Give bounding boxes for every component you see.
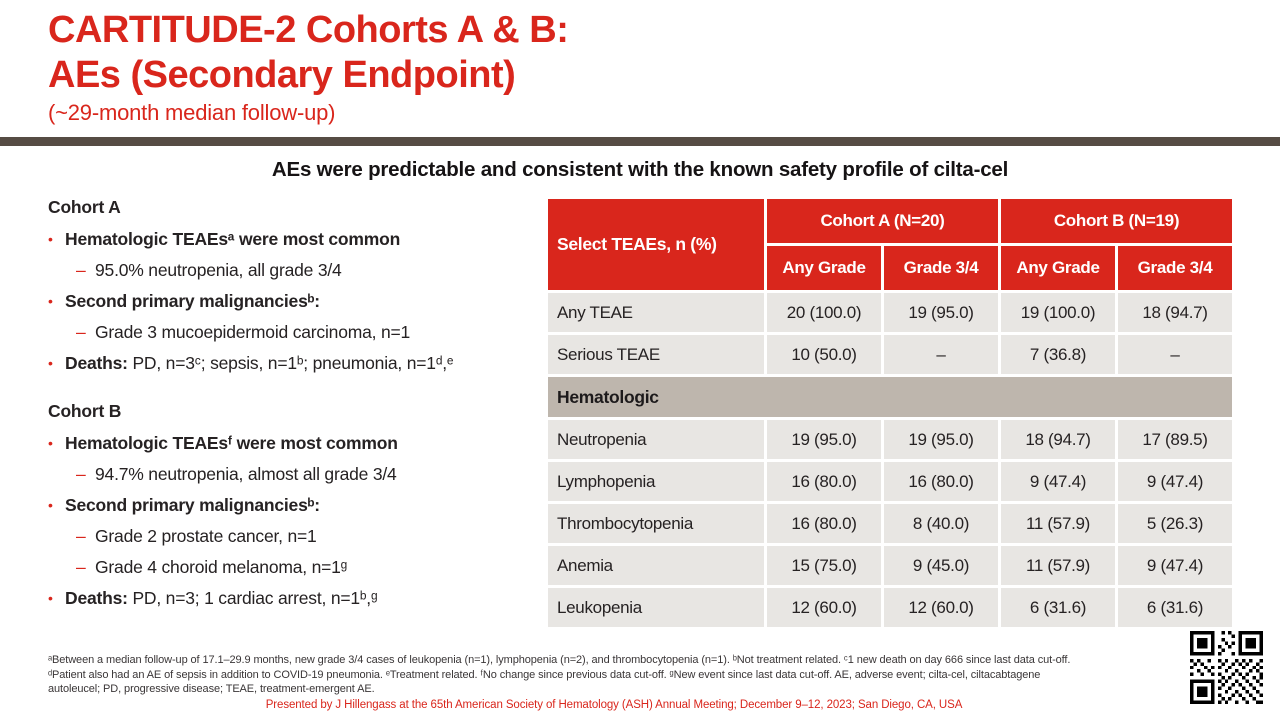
footnotes: ᵃBetween a median follow-up of 17.1–29.9…: [48, 653, 1180, 697]
ae-table: Select TEAEs, n (%) Cohort A (N=20) Coho…: [548, 199, 1232, 627]
table-cell: 16 (80.0): [767, 504, 881, 543]
bullet-text: Deaths: PD, n=3ᶜ; sepsis, n=1ᵇ; pneumoni…: [65, 353, 454, 373]
table-cell: 9 (45.0): [884, 546, 998, 585]
qr-code-icon: [1190, 631, 1263, 704]
table-cell: 11 (57.9): [1001, 504, 1115, 543]
header-divider-bar: [0, 137, 1280, 146]
sub-bullet-item: – Grade 4 choroid melanoma, n=1ᵍ: [76, 557, 553, 578]
table-cell: 9 (47.4): [1118, 462, 1232, 501]
table-cell: 15 (75.0): [767, 546, 881, 585]
table-cell: 17 (89.5): [1118, 420, 1232, 459]
table-cell: 11 (57.9): [1001, 546, 1115, 585]
table-cell: 12 (60.0): [767, 588, 881, 627]
bullet-item: • Hematologic TEAEsᵃ were most common: [48, 229, 553, 250]
table-cell: 19 (95.0): [884, 420, 998, 459]
cohort-b-block: Cohort B • Hematologic TEAEsᶠ were most …: [48, 401, 553, 609]
dash-icon: –: [76, 526, 86, 546]
table-cell: –: [1118, 335, 1232, 374]
presentation-credit: Presented by J Hillengass at the 65th Am…: [265, 699, 963, 711]
dash-icon: –: [76, 557, 86, 577]
table-cell: –: [884, 335, 998, 374]
bullet-item: • Second primary malignanciesᵇ:: [48, 291, 553, 312]
sub-bullet-item: – Grade 3 mucoepidermoid carcinoma, n=1: [76, 322, 553, 343]
table-cell: 8 (40.0): [884, 504, 998, 543]
slide-subtitle: (~29-month median follow-up): [48, 100, 336, 125]
dash-icon: –: [76, 260, 86, 280]
table-cell: 19 (95.0): [884, 293, 998, 332]
cohort-a-block: Cohort A • Hematologic TEAEsᵃ were most …: [48, 197, 553, 374]
bullet-item: • Deaths: PD, n=3; 1 cardiac arrest, n=1…: [48, 588, 553, 609]
bullet-icon: •: [48, 497, 53, 513]
table-cell: 18 (94.7): [1118, 293, 1232, 332]
table-cell: 18 (94.7): [1001, 420, 1115, 459]
sub-bullet-item: – 95.0% neutropenia, all grade 3/4: [76, 260, 553, 281]
cohort-a-heading: Cohort A: [48, 197, 121, 217]
table-section-header: Hematologic: [548, 377, 1232, 417]
sub-bullet-text: 95.0% neutropenia, all grade 3/4: [95, 260, 342, 280]
table-group-header-cohort-a: Cohort A (N=20): [767, 199, 998, 243]
table-cell: 7 (36.8): [1001, 335, 1115, 374]
table-cell: 5 (26.3): [1118, 504, 1232, 543]
table-cell: 9 (47.4): [1001, 462, 1115, 501]
cohort-b-heading: Cohort B: [48, 401, 122, 421]
bullet-item: • Hematologic TEAEsᶠ were most common: [48, 433, 553, 454]
bullet-text: Deaths: PD, n=3; 1 cardiac arrest, n=1ᵇ,…: [65, 588, 378, 608]
slide-title-line1: CARTITUDE-2 Cohorts A & B:: [48, 9, 569, 51]
bullet-text: Second primary malignanciesᵇ:: [65, 291, 320, 311]
table-subheader: Any Grade: [767, 246, 881, 290]
table-subheader: Grade 3/4: [884, 246, 998, 290]
sub-bullet-item: – 94.7% neutropenia, almost all grade 3/…: [76, 464, 553, 485]
sub-bullet-text: Grade 3 mucoepidermoid carcinoma, n=1: [95, 322, 411, 342]
slide-title-line2: AEs (Secondary Endpoint): [48, 54, 516, 96]
table-row-label: Serious TEAE: [548, 335, 764, 374]
sub-bullet-item: – Grade 2 prostate cancer, n=1: [76, 526, 553, 547]
bullet-text: Hematologic TEAEsᵃ were most common: [65, 229, 401, 249]
bullet-item: • Second primary malignanciesᵇ:: [48, 495, 553, 516]
bullet-icon: •: [48, 293, 53, 309]
table-cell: 20 (100.0): [767, 293, 881, 332]
footnote-line: autoleucel; PD, progressive disease; TEA…: [48, 683, 375, 695]
table-cell: 10 (50.0): [767, 335, 881, 374]
table-row-label: Leukopenia: [548, 588, 764, 627]
table-cell: 19 (100.0): [1001, 293, 1115, 332]
sub-bullet-text: Grade 2 prostate cancer, n=1: [95, 526, 317, 546]
table-row-label: Any TEAE: [548, 293, 764, 332]
table-row-label: Lymphopenia: [548, 462, 764, 501]
footnote-line: ᵃBetween a median follow-up of 17.1–29.9…: [48, 654, 1071, 666]
table-cell: 6 (31.6): [1001, 588, 1115, 627]
bullet-text: Second primary malignanciesᵇ:: [65, 495, 320, 515]
bullet-icon: •: [48, 355, 53, 371]
bullet-icon: •: [48, 231, 53, 247]
slide-title: CARTITUDE-2 Cohorts A & B: AEs (Secondar…: [48, 8, 569, 98]
bullet-item: • Deaths: PD, n=3ᶜ; sepsis, n=1ᵇ; pneumo…: [48, 353, 553, 374]
table-row-label: Thrombocytopenia: [548, 504, 764, 543]
left-panel: Cohort A • Hematologic TEAEsᵃ were most …: [48, 197, 553, 619]
table-cell: 16 (80.0): [767, 462, 881, 501]
table-cell: 16 (80.0): [884, 462, 998, 501]
table-subheader: Any Grade: [1001, 246, 1115, 290]
table-row-label: Neutropenia: [548, 420, 764, 459]
dash-icon: –: [76, 322, 86, 342]
bullet-icon: •: [48, 590, 53, 606]
table-corner-header: Select TEAEs, n (%): [548, 199, 764, 290]
footnote-line: ᵈPatient also had an AE of sepsis in add…: [48, 668, 1041, 681]
table-group-header-cohort-b: Cohort B (N=19): [1001, 199, 1232, 243]
table-cell: 12 (60.0): [884, 588, 998, 627]
bullet-text: Hematologic TEAEsᶠ were most common: [65, 433, 398, 453]
table-cell: 19 (95.0): [767, 420, 881, 459]
sub-bullet-text: Grade 4 choroid melanoma, n=1ᵍ: [95, 557, 348, 577]
key-statement: AEs were predictable and consistent with…: [271, 158, 1009, 181]
dash-icon: –: [76, 464, 86, 484]
sub-bullet-text: 94.7% neutropenia, almost all grade 3/4: [95, 464, 397, 484]
table-cell: 9 (47.4): [1118, 546, 1232, 585]
bullet-icon: •: [48, 435, 53, 451]
table-row-label: Anemia: [548, 546, 764, 585]
table-subheader: Grade 3/4: [1118, 246, 1232, 290]
table-cell: 6 (31.6): [1118, 588, 1232, 627]
